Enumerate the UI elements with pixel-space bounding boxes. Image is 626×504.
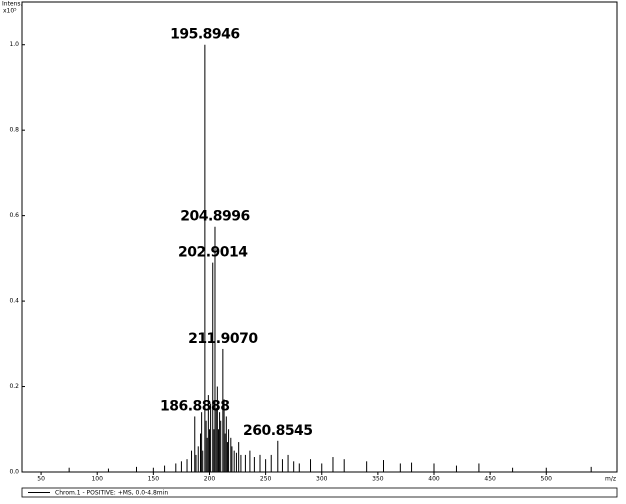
x-tick-label: 450 — [484, 476, 496, 483]
peak-label: 204.8996 — [180, 209, 250, 225]
y-tick-label: 0.4 — [9, 298, 19, 305]
y-tick-label: 0.8 — [9, 127, 19, 134]
x-tick-label: 200 — [204, 476, 216, 483]
peak-label: 195.8946 — [170, 27, 240, 43]
peak-label: 260.8545 — [243, 423, 313, 439]
legend-box — [21, 487, 618, 498]
x-tick-label: 300 — [316, 476, 328, 483]
x-tick-label: 500 — [541, 476, 553, 483]
y-axis-unit: x10⁵ — [3, 8, 17, 15]
x-tick-label: 350 — [372, 476, 384, 483]
x-tick-label: 250 — [260, 476, 272, 483]
peak-label: 186.8888 — [160, 398, 230, 414]
x-tick-label: 100 — [91, 476, 103, 483]
y-tick-label: 0.0 — [9, 469, 19, 476]
legend-label: Chrom.1 - POSITIVE: +MS, 0.0-4.8min — [55, 490, 168, 497]
plot-frame — [21, 1, 618, 473]
x-axis-label: m/z — [605, 476, 616, 483]
peak-label: 211.9070 — [188, 331, 258, 347]
y-tick-label: 0.2 — [9, 383, 19, 390]
peak-label: 202.9014 — [178, 245, 248, 261]
y-axis-label: Intens. — [2, 1, 23, 8]
y-tick-label: 1.0 — [9, 41, 19, 48]
y-tick-label: 0.6 — [9, 212, 19, 219]
x-tick-label: 150 — [148, 476, 160, 483]
x-tick-label: 400 — [428, 476, 440, 483]
x-tick-label: 50 — [37, 476, 45, 483]
